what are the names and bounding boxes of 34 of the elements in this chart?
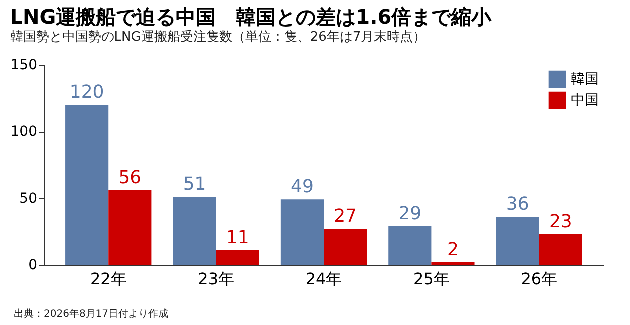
data-label: 51 (183, 174, 206, 195)
source-note: 出典：2026年8月17日付より作成 (14, 308, 169, 320)
bar (324, 229, 368, 265)
chart-subtitle: 韓国勢と中国勢のLNG運搬船受注隻数（単位：隻、26年は7月末時点） (10, 30, 426, 45)
bar (66, 105, 109, 265)
x-tick-label: 25年 (414, 270, 450, 288)
y-tick-label: 100 (10, 124, 38, 140)
data-label: 2 (448, 239, 459, 260)
data-label: 56 (118, 167, 142, 188)
bar (216, 250, 260, 265)
bar (173, 197, 216, 265)
y-tick-label: 150 (10, 58, 38, 74)
legend-label: 韓国 (571, 72, 599, 88)
legend-label: 中国 (571, 92, 599, 108)
data-label: 23 (549, 211, 572, 232)
bar (280, 200, 324, 265)
data-label: 29 (398, 203, 422, 224)
y-tick-label: 50 (20, 190, 38, 207)
x-tick-label: 26年 (521, 270, 558, 288)
bar (539, 234, 582, 265)
data-label: 27 (334, 206, 357, 227)
data-label: 11 (226, 227, 250, 248)
y-tick-label: 0 (28, 258, 38, 274)
x-tick-label: 23年 (198, 270, 234, 288)
chart-title: LNG運搬船で迫る中国 韓国との差は1.6倍まで縮小 (10, 5, 493, 29)
bar (432, 262, 475, 265)
data-label: 36 (506, 194, 530, 215)
x-tick-label: 24年 (306, 270, 342, 288)
bar (108, 190, 152, 265)
bar (496, 217, 540, 265)
bar (388, 226, 432, 265)
data-label: 120 (70, 82, 104, 103)
data-label: 49 (291, 176, 314, 198)
x-tick-label: 22年 (90, 270, 127, 288)
